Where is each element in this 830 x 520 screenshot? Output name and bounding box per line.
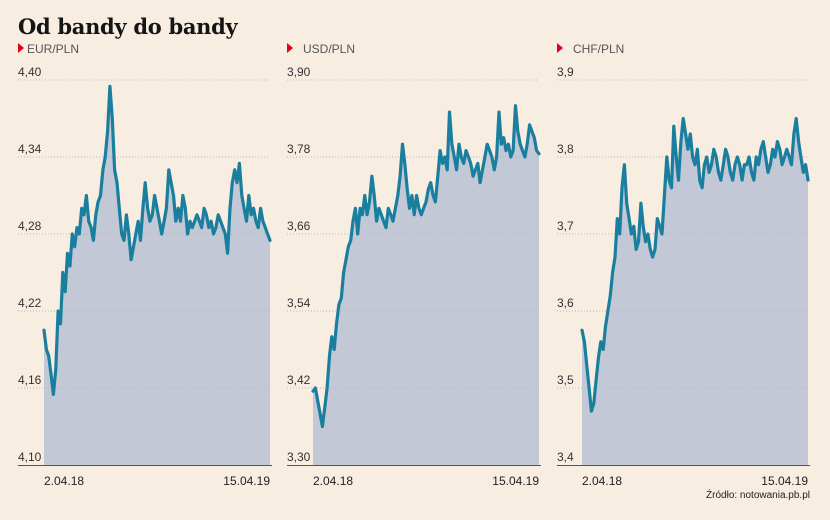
y-tick-label: 3,7 (557, 219, 574, 233)
panel-title: USD/PLN (303, 42, 355, 56)
y-tick-label: 3,90 (287, 65, 311, 79)
y-tick-label: 3,78 (287, 142, 311, 156)
red-triangle-icon (287, 43, 293, 53)
y-tick-label: 4,10 (18, 450, 42, 464)
x-tick-label: 2.04.18 (582, 474, 622, 488)
series-line (311, 104, 541, 429)
y-tick-label: 4,28 (18, 219, 42, 233)
y-tick-label: 3,6 (557, 296, 574, 310)
y-tick-label: 3,9 (557, 65, 574, 79)
area-fill (582, 118, 808, 465)
y-tick-label: 4,16 (18, 373, 42, 387)
y-tick-label: 4,34 (18, 142, 42, 156)
y-tick-label: 3,42 (287, 373, 311, 387)
y-tick-label: 4,40 (18, 65, 42, 79)
y-tick-label: 3,30 (287, 450, 311, 464)
y-tick-label: 4,22 (18, 296, 42, 310)
y-tick-label: 3,5 (557, 373, 574, 387)
series-line (42, 84, 272, 396)
red-triangle-icon (557, 43, 563, 53)
red-triangle-icon (18, 43, 24, 53)
y-tick-label: 3,8 (557, 142, 574, 156)
y-tick-label: 3,4 (557, 450, 574, 464)
series-line (580, 116, 810, 413)
x-tick-label: 2.04.18 (313, 474, 353, 488)
panel-title: EUR/PLN (27, 42, 79, 56)
x-tick-label: 15.04.19 (492, 474, 539, 488)
source-note: Źródło: notowania.pb.pl (706, 490, 810, 501)
x-tick-label: 2.04.18 (44, 474, 84, 488)
y-tick-label: 3,66 (287, 219, 311, 233)
panel-title: CHF/PLN (573, 42, 624, 56)
y-tick-label: 3,54 (287, 296, 311, 310)
x-tick-label: 15.04.19 (761, 474, 808, 488)
chart-title: Od bandy do bandy (18, 14, 238, 39)
x-tick-label: 15.04.19 (223, 474, 270, 488)
area-fill (313, 105, 539, 465)
area-fill (44, 86, 270, 466)
